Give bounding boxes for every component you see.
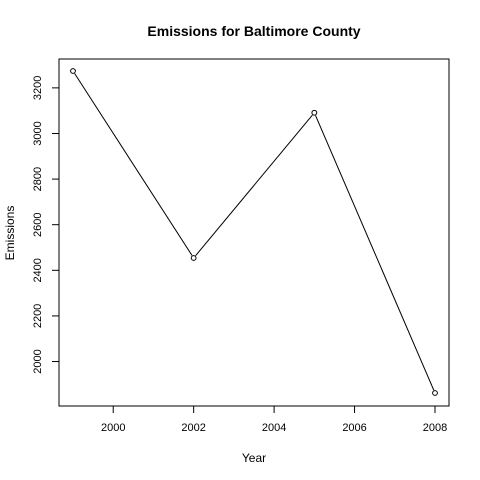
x-tick-label: 2008 — [423, 422, 447, 434]
y-axis-label: Emissions — [3, 206, 17, 261]
x-tick-label: 2002 — [181, 422, 205, 434]
y-tick-label: 2600 — [32, 212, 44, 236]
data-point — [70, 68, 76, 74]
chart-title: Emissions for Baltimore County — [147, 23, 360, 39]
plot-frame — [58, 58, 450, 407]
y-tick-label: 2800 — [32, 167, 44, 191]
y-axis: 2000 2200 2400 2600 2800 3000 3200 — [32, 76, 59, 374]
y-tick-label: 2400 — [32, 258, 44, 282]
x-tick-label: 2006 — [342, 422, 366, 434]
data-point — [190, 255, 197, 261]
series-segment — [195, 114, 313, 257]
x-axis-label: Year — [242, 451, 266, 465]
y-tick-label: 2000 — [32, 349, 44, 373]
y-tick-label: 3000 — [32, 121, 44, 145]
x-axis: 2000 2002 2004 2006 2008 — [101, 406, 447, 434]
y-tick-label: 3200 — [32, 76, 44, 100]
data-point — [432, 390, 438, 396]
x-tick-label: 2004 — [262, 422, 286, 434]
data-point — [311, 109, 318, 116]
x-tick-label: 2000 — [101, 422, 125, 434]
series-group — [70, 68, 438, 396]
series-segment — [315, 115, 435, 391]
y-tick-label: 2200 — [32, 304, 44, 328]
series-segment — [74, 73, 193, 256]
